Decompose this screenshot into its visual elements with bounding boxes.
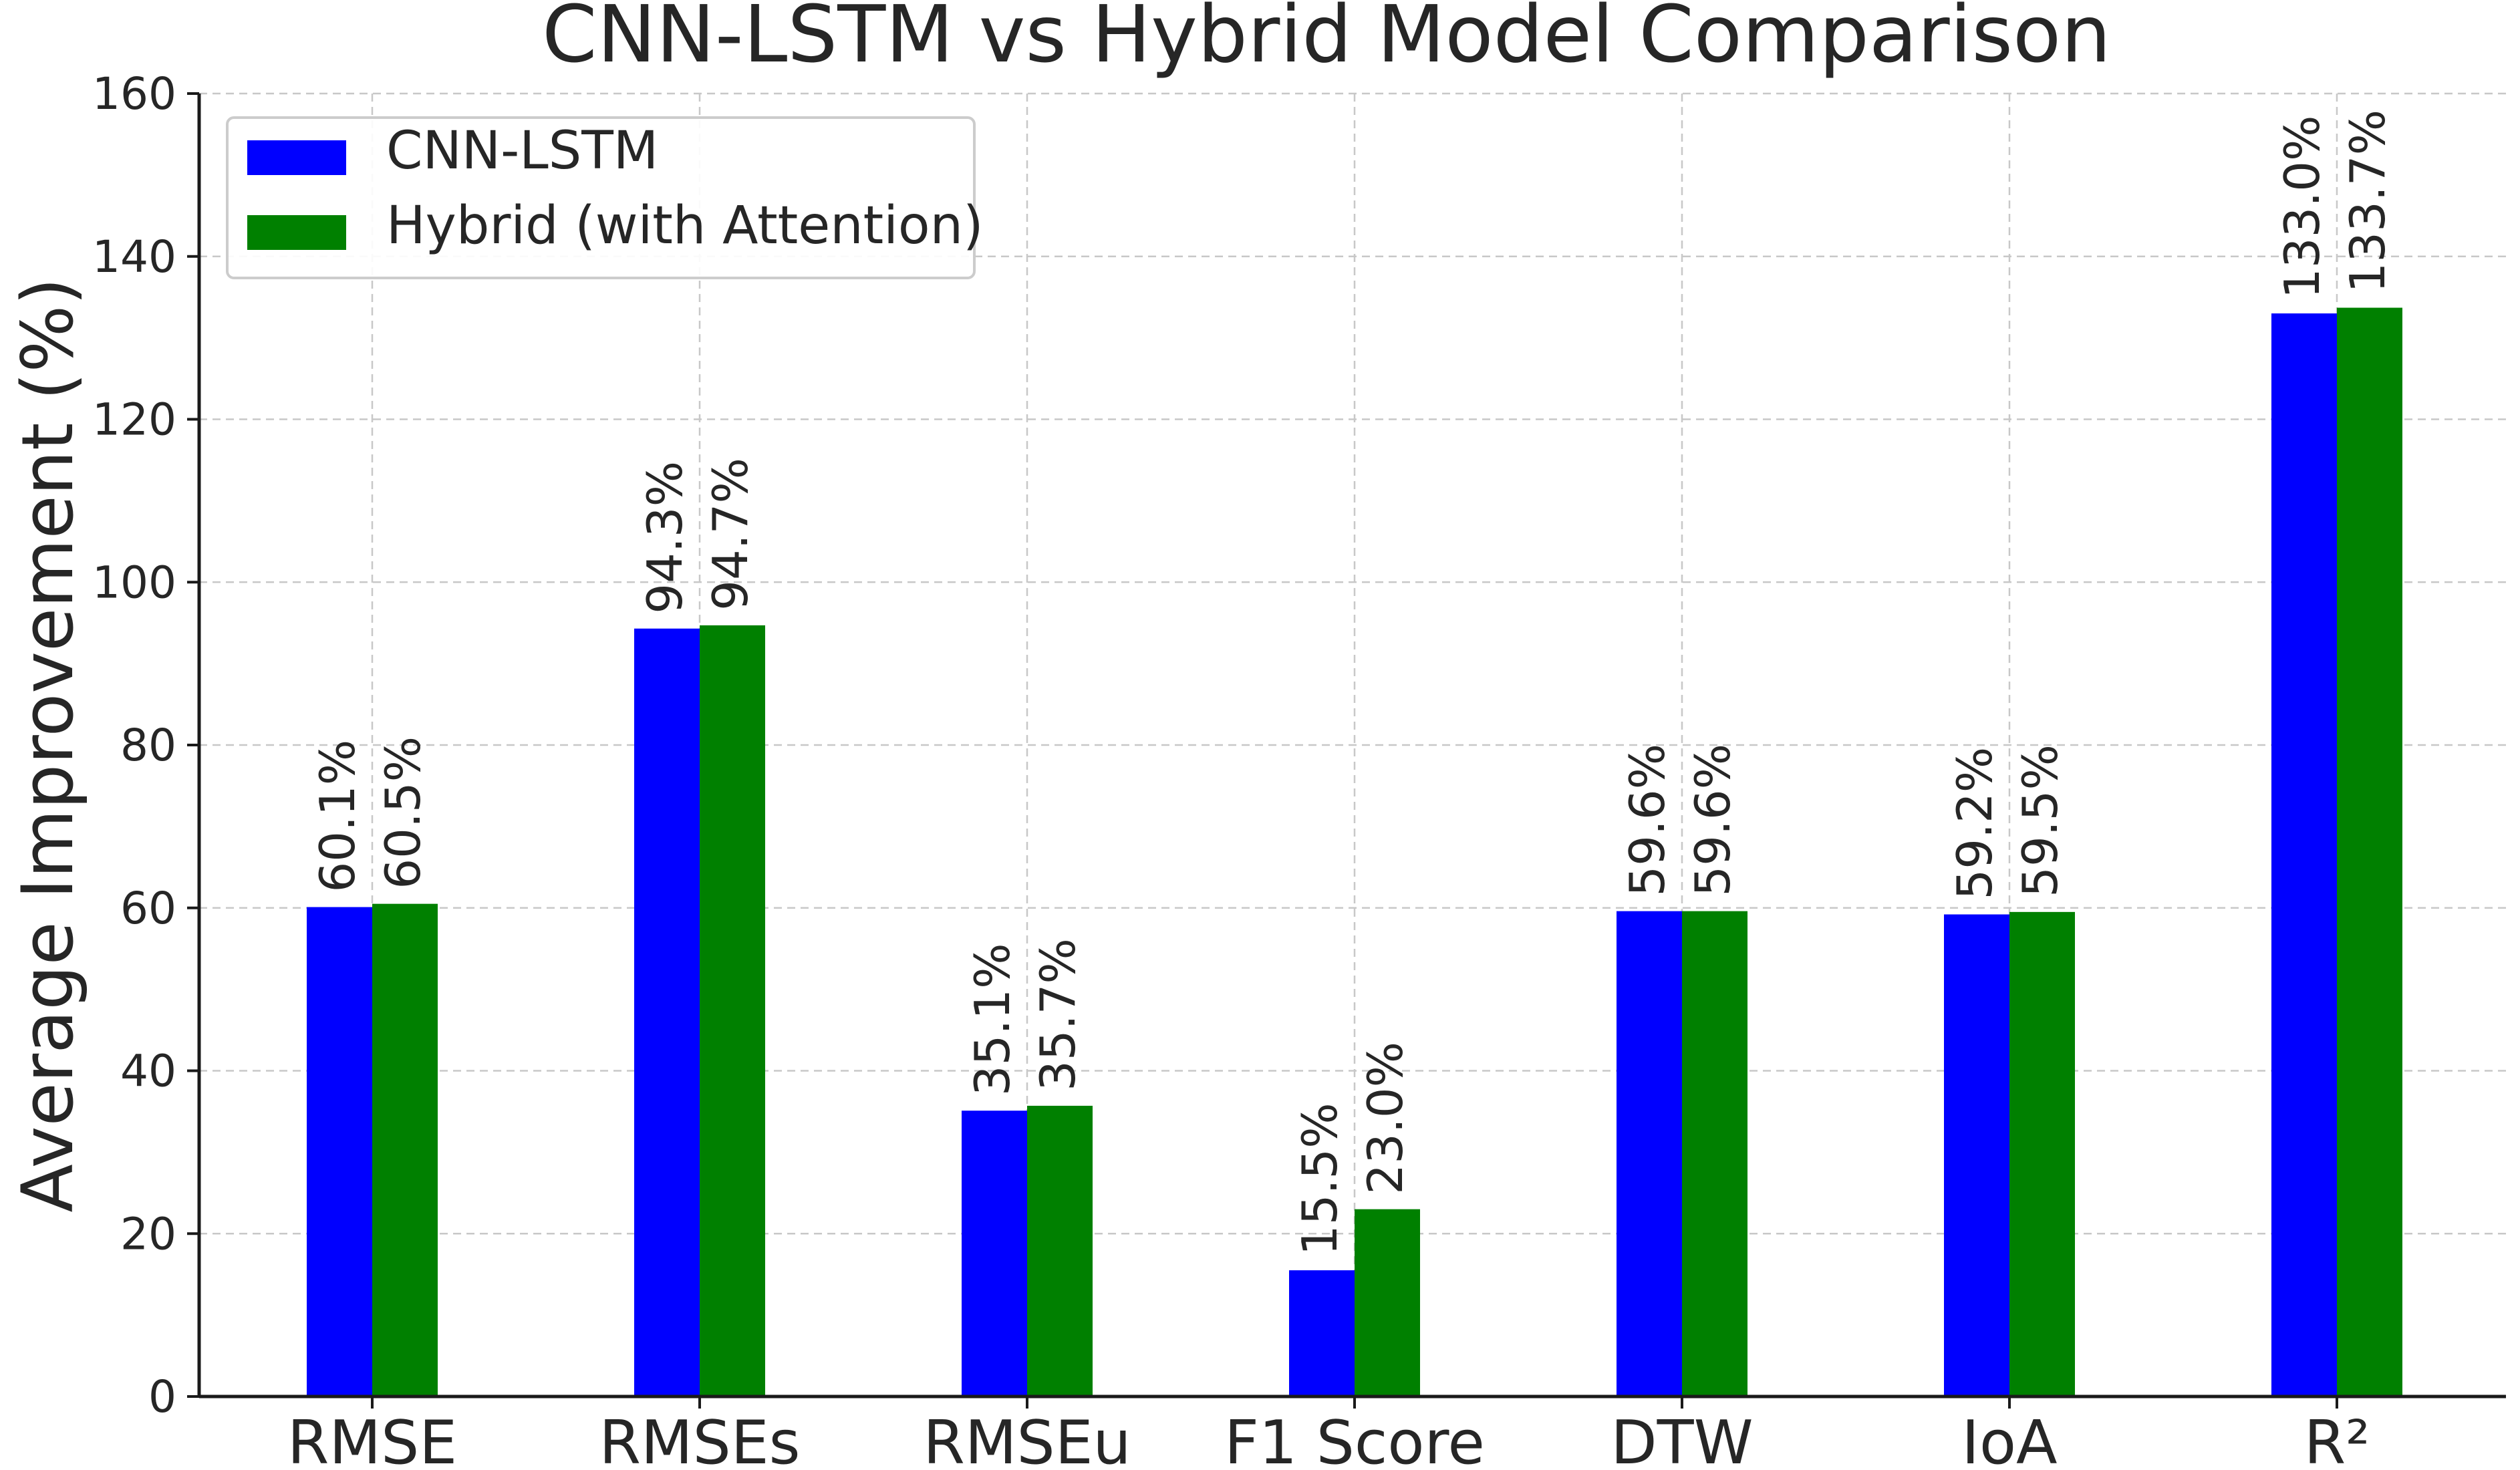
x-tick-label: RMSEu [923,1408,1131,1470]
x-tick-label: RMSEs [599,1408,800,1470]
bar-cnn-lstm [1617,911,1682,1396]
x-tick-label: R² [2304,1408,2370,1470]
legend-box [226,116,976,279]
data-label: 15.5% [1292,1102,1348,1256]
data-label: 133.7% [2340,110,2396,293]
bar-cnn-lstm [2271,313,2337,1396]
legend-label-cnn-lstm: CNN-LSTM [386,121,658,181]
data-labels: 60.1% 94.3% 35.1% 15.5% 59.6% 59.2% 133.0% 60.5… [309,110,2396,1256]
x-tick-label: IoA [1961,1408,2057,1470]
data-label: 23.0% [1357,1042,1413,1195]
bar-hybrid [2009,911,2075,1396]
bar-cnn-lstm [1944,914,2009,1396]
y-tick-label: 80 [120,720,176,771]
y-tick-label: 60 [120,883,176,934]
bar-hybrid [1682,911,1747,1396]
grid-lines [199,92,2506,1396]
bar-cnn-lstm [307,907,372,1396]
legend-label-hybrid: Hybrid (with Attention) [386,196,984,256]
y-tick-label: 100 [92,557,176,608]
bar-cnn-lstm [962,1111,1027,1396]
bar-cnn-lstm [1289,1270,1355,1396]
y-tick-label: 160 [92,68,176,120]
data-label: 59.6% [1619,744,1675,897]
bar-hybrid [1355,1209,1420,1396]
data-label: 59.6% [1685,744,1741,897]
y-axis-label: Average Improvement (%) [7,277,89,1212]
data-label: 59.5% [2012,744,2068,897]
x-tick-label: RMSE [287,1408,457,1470]
legend: CNN-LSTM Hybrid (with Attention) [226,116,984,279]
bar-hybrid [1027,1105,1093,1396]
bar-cnn-lstm [634,628,700,1396]
data-label: 94.7% [702,458,758,611]
data-label: 35.7% [1030,938,1086,1091]
chart-title: CNN-LSTM vs Hybrid Model Comparison [542,0,2111,80]
data-label: 35.1% [964,943,1020,1096]
y-tick-label: 120 [92,394,176,446]
bars [307,307,2402,1396]
x-tick-label: DTW [1611,1408,1753,1470]
legend-swatch-hybrid [247,215,346,250]
y-tick-label: 0 [148,1371,176,1423]
x-tick-label: F1 Score [1224,1408,1485,1470]
y-tick-label: 40 [120,1046,176,1097]
data-label: 94.3% [637,461,693,614]
bar-hybrid [372,903,438,1396]
data-label: 59.2% [1947,747,2003,900]
y-tick-label: 20 [120,1208,176,1260]
data-label: 133.0% [2274,116,2330,299]
axes: 0 20 40 60 80 100 120 140 160 RMSE RMSEs RMSEu F1 Sc… [92,68,2506,1470]
bar-hybrid [2337,307,2402,1396]
data-label: 60.5% [375,736,431,889]
bar-hybrid [700,625,765,1396]
data-label: 60.1% [309,740,366,893]
y-tick-label: 140 [92,231,176,283]
legend-swatch-cnn-lstm [247,140,346,175]
